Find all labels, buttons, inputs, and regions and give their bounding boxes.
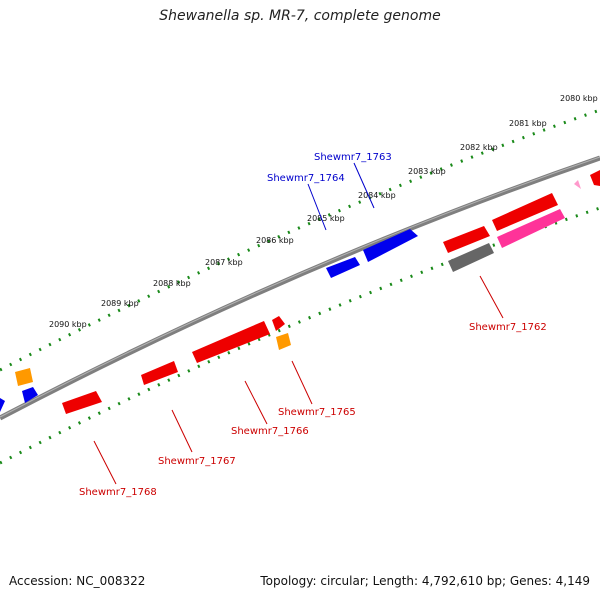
gene-red-fwd-2[interactable] [492, 193, 558, 231]
gene-gray-shewmr7-1762[interactable] [448, 243, 494, 272]
kbp-label: 2088 kbp [153, 279, 191, 288]
gene-label-shewmr7-1765[interactable]: Shewmr7_1765 [278, 407, 356, 418]
gene-blue-edge[interactable] [0, 398, 5, 412]
kbp-label: 2090 kbp [49, 320, 87, 329]
kbp-label: 2085 kbp [307, 214, 345, 223]
gene-red-fwd-1[interactable] [443, 226, 490, 253]
gene-red-fwd-3[interactable] [590, 170, 600, 186]
gene-label-shewmr7-1766[interactable]: Shewmr7_1766 [231, 426, 309, 437]
kbp-label: 2084 kbp [358, 191, 396, 200]
gene-red-small[interactable] [272, 316, 285, 331]
gene-orange-shewmr7-1765[interactable] [276, 333, 291, 350]
reverse-genes [62, 209, 565, 414]
map-title: Shewanella sp. MR-7, complete genome [159, 8, 441, 24]
gene-red-shewmr7-1768[interactable] [62, 391, 102, 414]
gene-blue-shewmr7-1764[interactable] [326, 257, 360, 278]
gene-red-shewmr7-1767[interactable] [141, 361, 178, 385]
gene-pink[interactable] [497, 209, 565, 248]
gene-blue-shewmr7-1763[interactable] [363, 229, 418, 262]
genome-backbone-highlight [0, 156, 600, 418]
kbp-label: 2087 kbp [205, 258, 243, 267]
kbp-label: 2081 kbp [509, 119, 547, 128]
gene-label-shewmr7-1763[interactable]: Shewmr7_1763 [314, 152, 392, 163]
genome-backbone [0, 155, 600, 421]
gene-pink-small[interactable] [574, 180, 581, 189]
label-connectors [93, 162, 504, 485]
reverse-tick-track [0, 206, 600, 465]
gene-label-shewmr7-1768[interactable]: Shewmr7_1768 [79, 487, 157, 498]
gene-blue-left[interactable] [22, 387, 38, 403]
gene-label-shewmr7-1762[interactable]: Shewmr7_1762 [469, 322, 547, 333]
gene-label-shewmr7-1767[interactable]: Shewmr7_1767 [158, 456, 236, 467]
gene-red-shewmr7-1766[interactable] [192, 321, 270, 363]
kbp-label: 2083 kbp [408, 167, 446, 176]
genome-summary-text: Topology: circular; Length: 4,792,610 bp… [260, 574, 590, 588]
forward-genes [0, 170, 600, 412]
gene-label-shewmr7-1764[interactable]: Shewmr7_1764 [267, 173, 345, 184]
kbp-label: 2086 kbp [256, 236, 294, 245]
accession-text: Accession: NC_008322 [9, 574, 146, 588]
kbp-label: 2089 kbp [101, 299, 139, 308]
kbp-label: 2080 kbp [560, 94, 598, 103]
gene-orange-left[interactable] [15, 368, 33, 386]
kbp-label: 2082 kbp [460, 143, 498, 152]
